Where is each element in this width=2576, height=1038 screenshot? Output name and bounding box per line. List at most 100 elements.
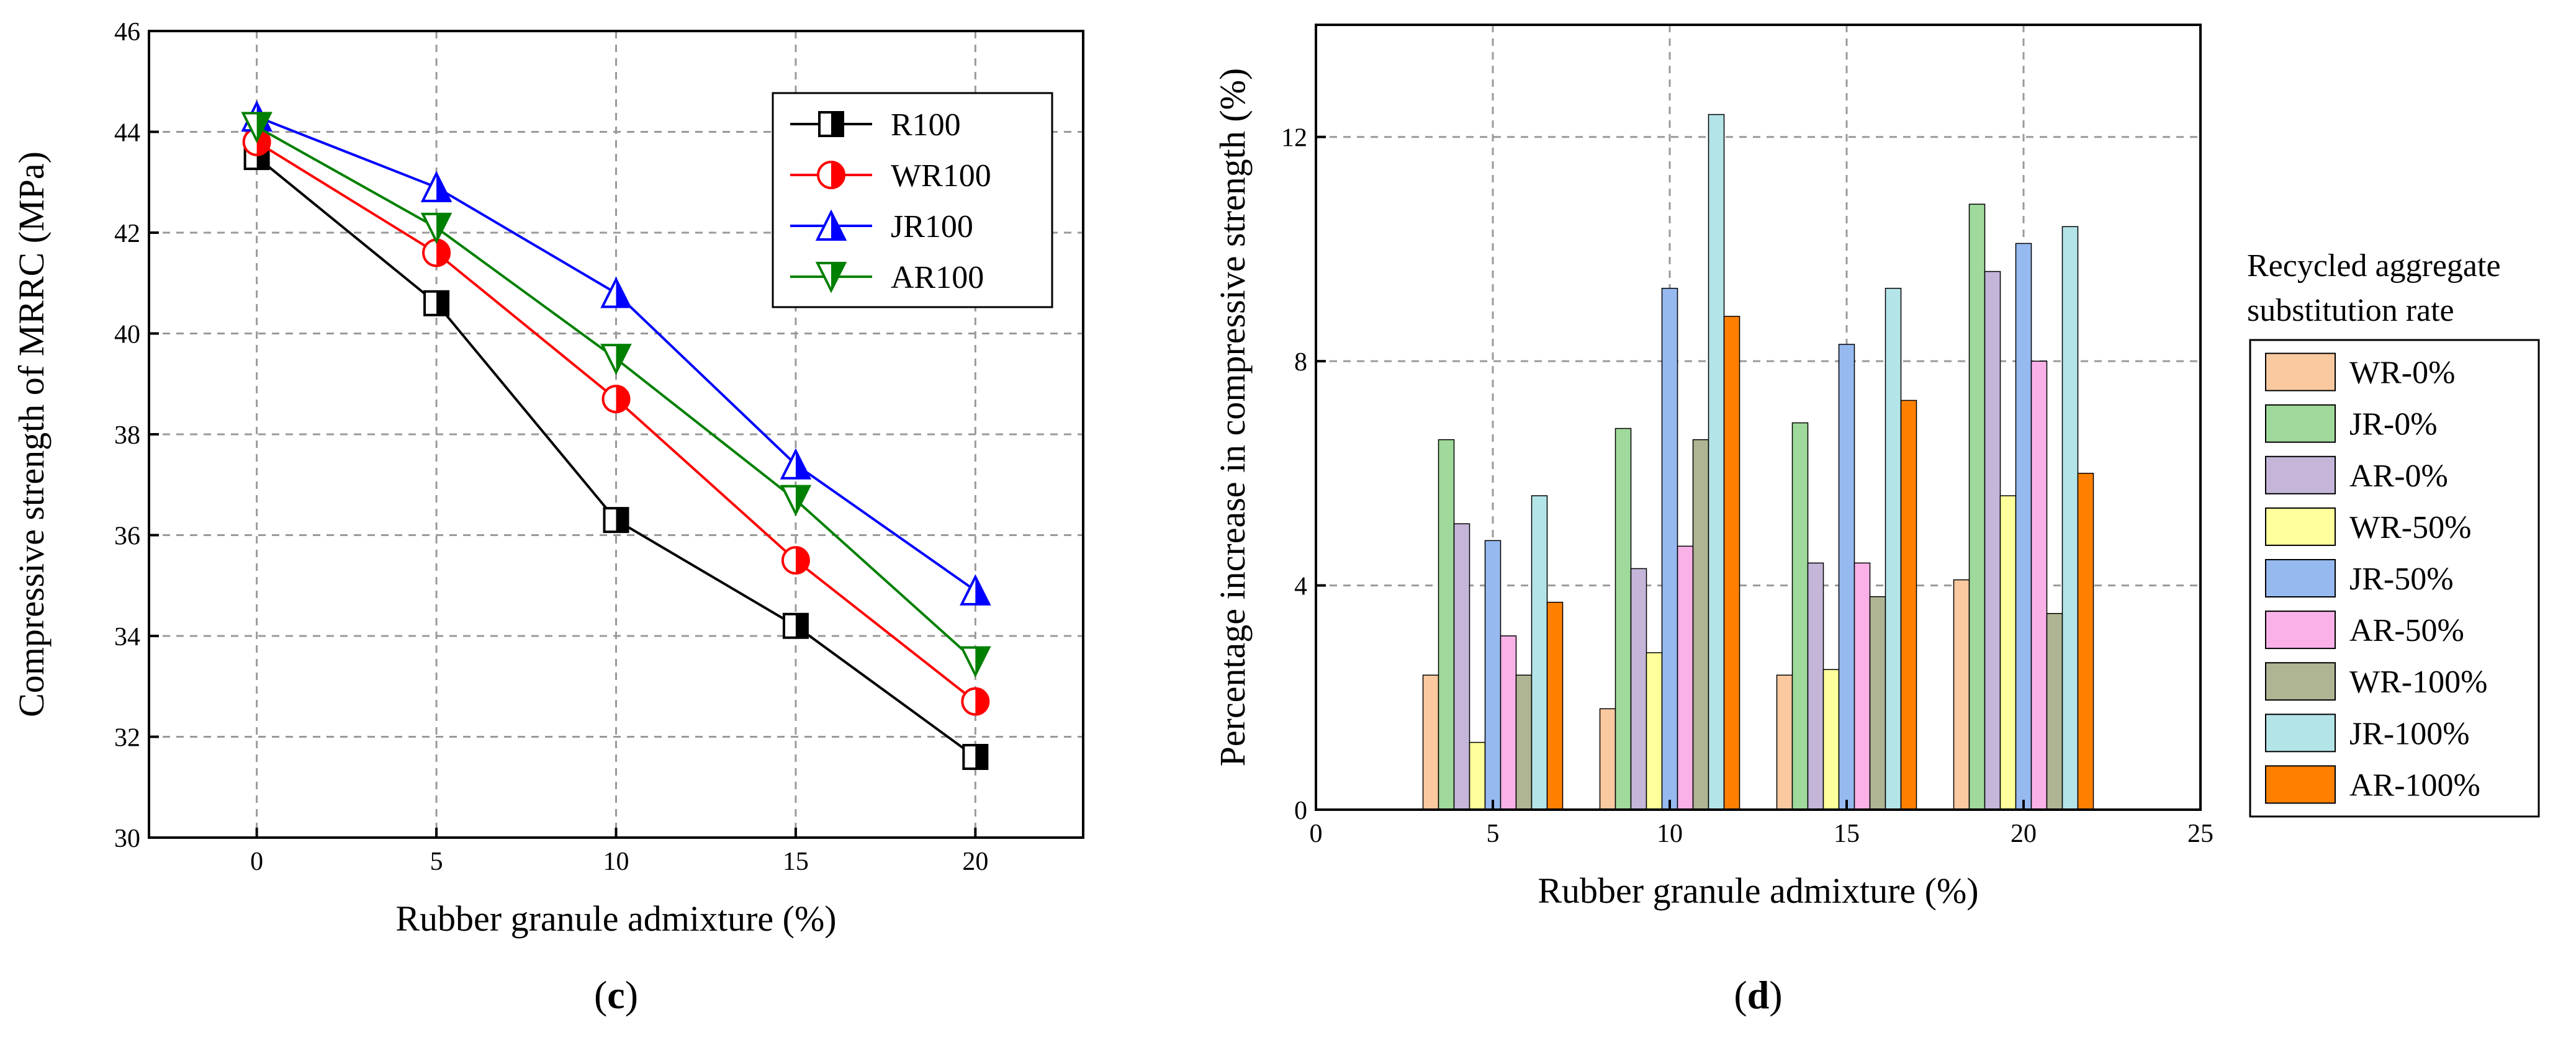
bar-WR-0% [1599,708,1616,810]
x-tick-label: 25 [2187,820,2213,848]
y-tick-label: 40 [114,321,140,349]
panel-label-c: (c) [594,973,638,1017]
legend-marker [818,111,844,137]
bar-JR-100% [1708,114,1725,810]
bar-AR-100% [1900,400,1917,810]
bar-JR-100% [1885,287,1902,810]
bar-JR-0% [1791,422,1809,810]
data-point-R100 [782,612,809,639]
legend-label: WR-50% [2349,510,2471,545]
bar-JR-50% [2015,243,2032,810]
legend-label: AR100 [891,260,984,295]
bar-WR-50% [1469,741,1486,810]
legend-swatch [2265,455,2336,494]
x-tick-label: 10 [603,848,629,876]
bar-JR-100% [2061,226,2079,810]
legend-label: JR-0% [2349,407,2438,442]
bar-AR-0% [1630,568,1647,810]
bar-WR-100% [1515,674,1533,810]
bar-AR-0% [1807,562,1824,810]
legend-swatch [2265,559,2336,597]
bar-AR-100% [1546,601,1564,810]
bar-WR-50% [1822,669,1840,810]
y-tick-label: 46 [114,18,140,47]
data-point-JR100 [420,171,453,202]
y-tick-label: 44 [114,119,140,148]
bar-AR-100% [1723,316,1741,810]
plot-frame [1315,24,2202,811]
bar-JR-100% [1531,495,1548,810]
legend-label: JR100 [891,209,973,244]
bar-AR-50% [1677,545,1694,810]
bar-JR-50% [1484,540,1502,810]
bar-AR-100% [2077,473,2094,810]
panel-label-d: (d) [1734,973,1782,1017]
legend-label: WR100 [891,158,991,194]
bar-JR-0% [1968,204,1986,810]
y-tick-label: 8 [1294,348,1307,377]
bar-WR-100% [1869,596,1886,810]
x-tick-label: 5 [430,848,443,876]
bar-AR-50% [2030,360,2048,810]
bar-WR-100% [2046,613,2063,810]
data-point-R100 [962,744,989,770]
y-tick-label: 34 [114,623,140,651]
x-axis-title: Rubber granule admixture (%) [395,898,836,939]
bar-AR-50% [1853,562,1871,810]
data-point-JR100 [600,277,632,308]
legend-label: R100 [891,107,961,143]
y-tick-label: 36 [114,522,140,551]
data-point-AR100 [600,344,632,375]
chart-c: 0 5 10 15 20 30 32 34 36 38 40 42 44 46 Rubber granule… [11,18,1084,1017]
y-tick-label: 0 [1294,797,1307,825]
y-axis-title: Percentage increase in compressive stren… [1212,68,1253,767]
legend-swatch [2265,714,2336,753]
legend-title-line: substitution rate [2247,293,2454,328]
x-tick-label: 15 [783,848,809,876]
x-tick-label: 0 [250,848,263,876]
legend-marker [815,209,847,241]
x-axis-title: Rubber granule admixture (%) [1538,870,1978,911]
bar-JR-50% [1661,287,1678,810]
bar-AR-0% [1453,523,1470,810]
legend-label: WR-100% [2349,664,2487,700]
data-point-WR100 [601,385,631,414]
legend-label: JR-50% [2349,562,2454,597]
y-tick-label: 42 [114,220,140,248]
bar-WR-50% [1646,652,1663,810]
data-point-WR100 [961,687,990,716]
data-point-R100 [423,290,450,316]
bar-WR-0% [1776,674,1793,810]
data-point-JR100 [960,574,991,606]
data-point-R100 [603,507,629,534]
legend-label: AR-50% [2349,613,2464,648]
bar-JR-0% [1615,427,1632,810]
x-tick-label: 0 [1310,820,1323,848]
bar-AR-0% [1984,271,2001,810]
y-axis-title: Compressive strength of MRRC (MPa) [11,151,52,717]
data-point-JR100 [780,448,812,480]
data-point-AR100 [420,212,453,244]
x-tick-label: 10 [1657,820,1683,848]
data-point-AR100 [241,112,272,143]
bar-WR-100% [1692,439,1709,810]
y-tick-label: 38 [114,421,140,450]
legend-swatch [2265,611,2336,650]
legend-marker [817,161,845,189]
data-point-WR100 [422,238,451,267]
legend-label: AR-100% [2349,767,2480,803]
y-tick-label: 4 [1294,573,1307,601]
legend-swatch [2265,765,2336,804]
data-point-AR100 [780,485,812,517]
bar-JR-50% [1838,344,1855,810]
data-point-WR100 [781,546,810,575]
legend-marker [815,262,847,293]
y-tick-label: 30 [114,825,140,853]
bar-WR-0% [1422,674,1439,810]
legend-label: JR-100% [2349,716,2470,751]
bar-JR-0% [1438,439,1455,810]
legend-swatch [2265,662,2336,701]
x-tick-label: 5 [1487,820,1500,848]
legend-label: AR-0% [2349,459,2448,494]
